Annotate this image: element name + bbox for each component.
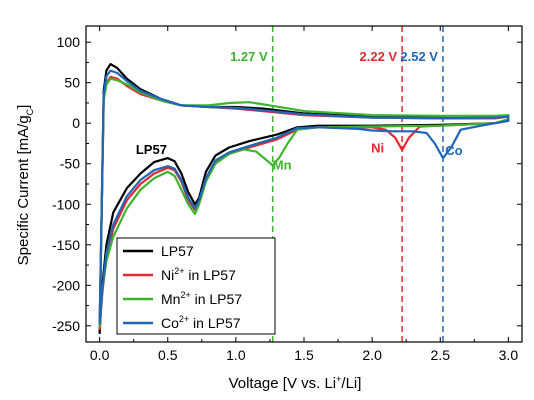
peak-label-0: LP57: [136, 142, 167, 157]
legend-label-2: Mn2+ in LP57: [161, 290, 242, 307]
x-tick-label-4: 2.0: [362, 347, 382, 363]
series-line-3: [98, 69, 510, 325]
x-tick-label-6: 3.0: [499, 347, 519, 363]
legend-box: [116, 237, 276, 335]
legend-label-0: LP57: [161, 243, 194, 259]
series-lines: [98, 62, 510, 334]
y-tick-label-4: -100: [52, 196, 80, 212]
peak-label-3: Co: [445, 143, 462, 158]
legend-label-1: Ni2+ in LP57: [161, 266, 236, 283]
axes: 0.0 0.5 1.0 1.5 2.0 2.5 3.0 100 50 0 -50 -100 -150 -2…: [52, 25, 523, 363]
vline-label-1: 2.22 V: [360, 49, 398, 64]
y-tick-label-3: -50: [60, 156, 80, 172]
x-tick-label-2: 1.0: [226, 347, 246, 363]
peak-label-2: Ni: [371, 140, 384, 155]
x-tick-label-3: 1.5: [294, 347, 314, 363]
legend: LP57 Ni2+ in LP57 Mn2+ in LP57 Co2+ in LP57: [116, 237, 276, 335]
peak-label-1: Mn: [273, 157, 292, 172]
y-tick-label-7: -250: [52, 318, 80, 334]
plot-area: 1.27 V 2.22 V 2.52 V: [98, 26, 510, 342]
y-axis-label: Specific Current [mA/gC]: [15, 105, 35, 266]
vline-label-0: 1.27 V: [230, 49, 268, 64]
x-tick-label-5: 2.5: [431, 347, 451, 363]
y-tick-label-2: 0: [72, 115, 80, 131]
vline-label-2: 2.52 V: [400, 49, 438, 64]
peak-annotations: LP57 Mn Ni Co: [136, 140, 463, 172]
y-tick-label-1: 50: [64, 75, 80, 91]
x-axis-label: Voltage [V vs. Li+/Li]: [229, 374, 362, 392]
legend-label-3: Co2+ in LP57: [161, 314, 241, 331]
y-tick-label-6: -200: [52, 277, 80, 293]
y-tick-label-0: 100: [57, 34, 81, 50]
x-tick-label-1: 0.5: [158, 347, 178, 363]
x-tick-label-0: 0.0: [90, 347, 110, 363]
y-tick-label-5: -150: [52, 237, 80, 253]
